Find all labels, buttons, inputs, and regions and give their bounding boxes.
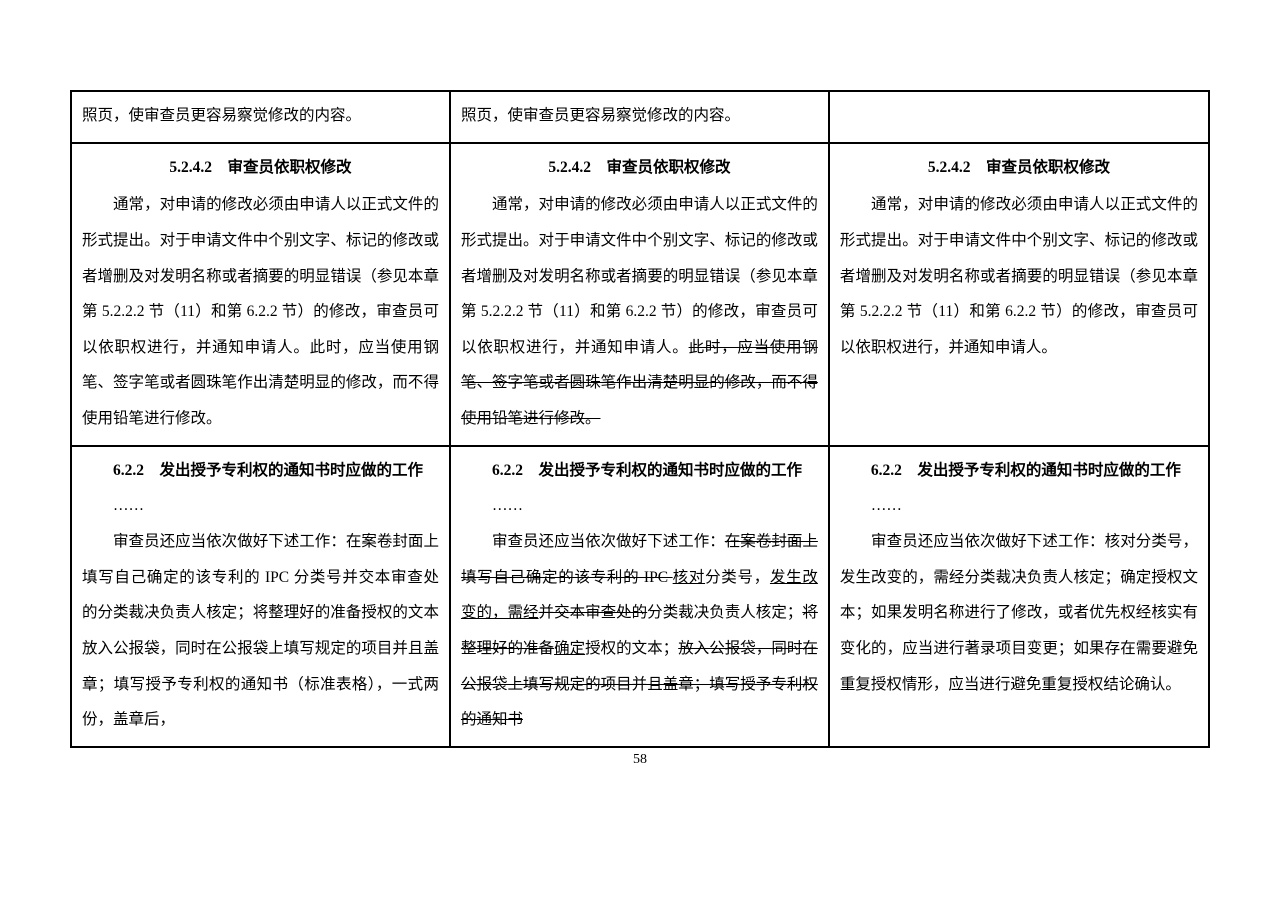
page-number: 58 — [70, 752, 1210, 768]
ellipsis: …… — [82, 488, 439, 524]
cell-r2c2: 5.2.4.2 审查员依职权修改 通常，对申请的修改必须由申请人以正式文件的形式… — [450, 143, 829, 446]
table-row: 照页，使审查员更容易察觉修改的内容。 照页，使审查员更容易察觉修改的内容。 — [71, 91, 1209, 143]
underline-text: 确定 — [554, 640, 585, 657]
underline-text: 核对 — [673, 569, 705, 586]
text: 审查员还应当依次做好下述工作：核对分类号，发生改变的，需经分类裁决负责人核定；确… — [840, 524, 1198, 702]
text: 审查员还应当依次做好下述工作：在案卷封面上填写自己确定的该专利的 IPC 核对分… — [461, 524, 818, 738]
cell-r1c2: 照页，使审查员更容易察觉修改的内容。 — [450, 91, 829, 143]
table-row: 5.2.4.2 审查员依职权修改 通常，对申请的修改必须由申请人以正式文件的形式… — [71, 143, 1209, 446]
ellipsis: …… — [461, 488, 818, 524]
cell-r3c2: 6.2.2 发出授予专利权的通知书时应做的工作 …… 审查员还应当依次做好下述工… — [450, 446, 829, 747]
cell-r1c1: 照页，使审查员更容易察觉修改的内容。 — [71, 91, 450, 143]
cell-r3c3: 6.2.2 发出授予专利权的通知书时应做的工作 …… 审查员还应当依次做好下述工… — [829, 446, 1209, 747]
cell-r2c1: 5.2.4.2 审查员依职权修改 通常，对申请的修改必须由申请人以正式文件的形式… — [71, 143, 450, 446]
section-heading: 5.2.4.2 审查员依职权修改 — [82, 150, 439, 186]
cell-r2c3: 5.2.4.2 审查员依职权修改 通常，对申请的修改必须由申请人以正式文件的形式… — [829, 143, 1209, 446]
document-page: 照页，使审查员更容易察觉修改的内容。 照页，使审查员更容易察觉修改的内容。 5.… — [70, 90, 1210, 768]
section-heading: 5.2.4.2 审查员依职权修改 — [840, 150, 1198, 186]
cell-r3c1: 6.2.2 发出授予专利权的通知书时应做的工作 …… 审查员还应当依次做好下述工… — [71, 446, 450, 747]
section-heading: 6.2.2 发出授予专利权的通知书时应做的工作 — [82, 453, 439, 489]
strikethrough-text: 并交本审查处的 — [539, 604, 648, 621]
comparison-table: 照页，使审查员更容易察觉修改的内容。 照页，使审查员更容易察觉修改的内容。 5.… — [70, 90, 1210, 748]
cell-r1c3 — [829, 91, 1209, 143]
section-heading: 6.2.2 发出授予专利权的通知书时应做的工作 — [461, 453, 818, 489]
section-heading: 6.2.2 发出授予专利权的通知书时应做的工作 — [840, 453, 1198, 489]
text: 照页，使审查员更容易察觉修改的内容。 — [461, 98, 818, 134]
section-heading: 5.2.4.2 审查员依职权修改 — [461, 150, 818, 186]
text: 通常，对申请的修改必须由申请人以正式文件的形式提出。对于申请文件中个别文字、标记… — [840, 187, 1198, 365]
ellipsis: …… — [840, 488, 1198, 524]
text: 通常，对申请的修改必须由申请人以正式文件的形式提出。对于申请文件中个别文字、标记… — [82, 187, 439, 436]
text: 通常，对申请的修改必须由申请人以正式文件的形式提出。对于申请文件中个别文字、标记… — [461, 187, 818, 436]
text: 审查员还应当依次做好下述工作：在案卷封面上填写自己确定的该专利的 IPC 分类号… — [82, 524, 439, 738]
table-row: 6.2.2 发出授予专利权的通知书时应做的工作 …… 审查员还应当依次做好下述工… — [71, 446, 1209, 747]
text: 照页，使审查员更容易察觉修改的内容。 — [82, 98, 439, 134]
